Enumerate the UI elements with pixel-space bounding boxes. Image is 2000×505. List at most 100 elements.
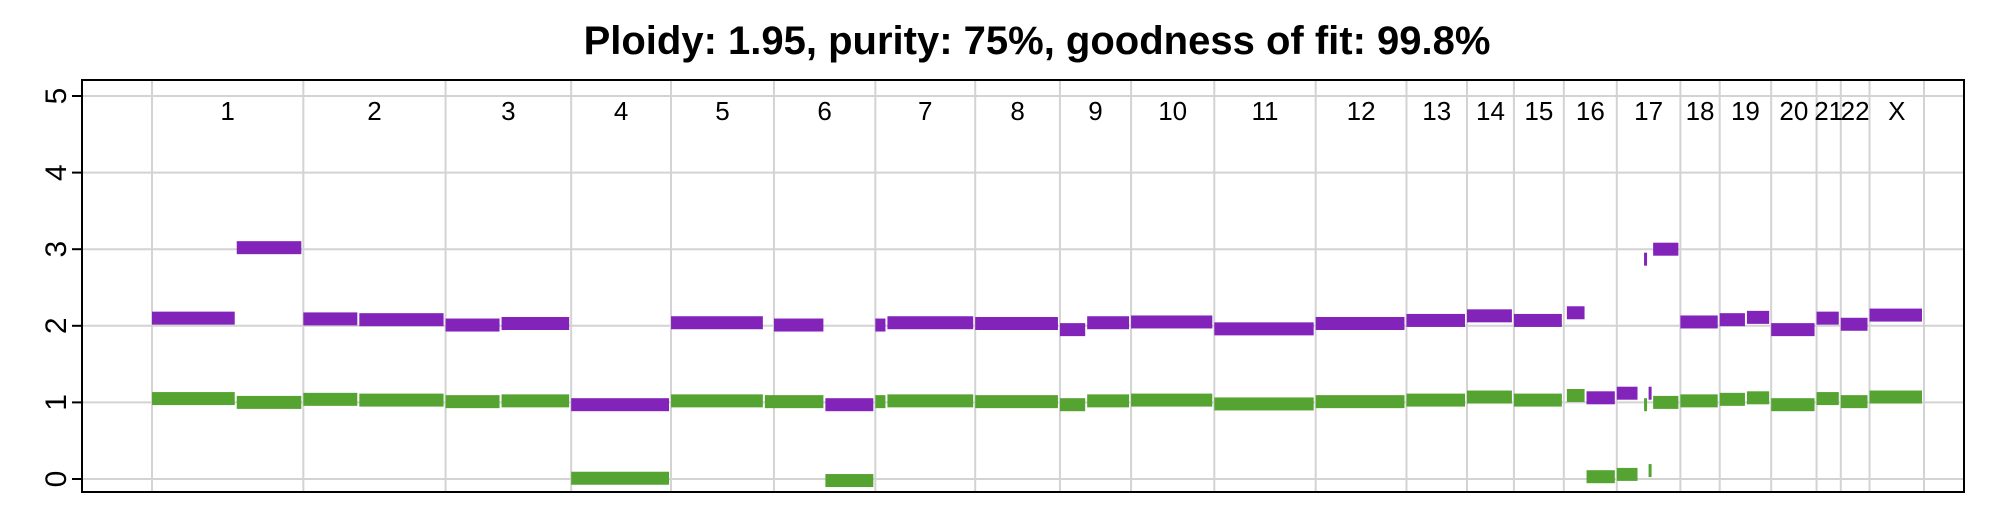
chromosome-label: 5 [715, 96, 729, 126]
minor-segment [445, 395, 500, 409]
minor-segment [825, 474, 874, 488]
chromosome-label: 2 [367, 96, 381, 126]
chromosome-label: 22 [1841, 96, 1870, 126]
major-segment [1680, 315, 1718, 329]
minor-segment [1816, 392, 1839, 406]
major-segment [445, 318, 500, 332]
minor-segment [1315, 395, 1405, 409]
chromosome-label: 1 [220, 96, 234, 126]
major-segment [1719, 313, 1745, 327]
grid-layer [82, 80, 1964, 492]
minor-segment [1513, 393, 1562, 407]
chromosome-label: 16 [1576, 96, 1605, 126]
minor-segment [152, 392, 235, 406]
chromosome-label: 7 [918, 96, 932, 126]
minor-segment [1840, 395, 1868, 409]
chromosome-label: 13 [1422, 96, 1451, 126]
minor-segment [303, 392, 358, 406]
major-segment [303, 312, 358, 326]
chromosome-label: 14 [1476, 96, 1505, 126]
minor-segment [359, 393, 444, 407]
major-segment [359, 313, 444, 327]
y-tick-label: 0 [40, 471, 73, 488]
plot-frame [81, 79, 1965, 493]
chromosome-label: 15 [1524, 96, 1553, 126]
chromosome-label: 6 [817, 96, 831, 126]
minor-segment [1869, 390, 1922, 404]
chromosome-label: 21 [1814, 96, 1843, 126]
major-segment [773, 318, 824, 332]
major-segment [1087, 316, 1130, 330]
major-segment [1513, 313, 1562, 327]
segment-layer [152, 241, 1922, 488]
minor-segment [1214, 397, 1314, 411]
chromosome-label: 17 [1634, 96, 1663, 126]
major-segment [1467, 309, 1512, 323]
minor-segment [887, 394, 974, 408]
chart-title: Ploidy: 1.95, purity: 75%, goodness of f… [584, 19, 1491, 63]
major-segment [1586, 391, 1615, 405]
major-segment [975, 317, 1058, 331]
major-segment [1566, 306, 1585, 320]
y-axis: 0 1 2 3 4 5 [40, 88, 82, 488]
minor-segment [1616, 467, 1638, 481]
major-segment [1315, 317, 1405, 331]
major-segment [571, 398, 670, 412]
major-segment [671, 316, 763, 330]
y-tick-label: 2 [40, 317, 73, 334]
minor-segment [1087, 394, 1130, 408]
y-tick-label: 3 [40, 241, 73, 258]
chromosome-label: X [1888, 96, 1905, 126]
minor-segment [1406, 393, 1466, 407]
chromosome-label: 10 [1158, 96, 1187, 126]
major-segment [1214, 322, 1314, 336]
major-segment [236, 241, 302, 255]
chromosome-label: 8 [1010, 96, 1024, 126]
chromosome-label: 3 [501, 96, 515, 126]
y-tick-label: 5 [40, 88, 73, 105]
minor-segment [501, 394, 570, 408]
major-segment [1059, 323, 1086, 337]
minor-segment [1467, 390, 1512, 404]
major-segment [501, 317, 570, 331]
major-segment [1816, 311, 1839, 325]
minor-segment [1746, 391, 1770, 405]
minor-segment [764, 395, 824, 409]
major-segment [1406, 313, 1466, 327]
major-segment [1131, 315, 1213, 329]
minor-segment [1648, 464, 1652, 478]
major-segment [825, 398, 874, 412]
major-segment [1869, 308, 1922, 322]
chromosome-label: 18 [1686, 96, 1715, 126]
minor-segment [975, 395, 1058, 409]
y-tick-label: 4 [40, 164, 73, 181]
minor-segment [1644, 398, 1648, 412]
minor-segment [1771, 398, 1815, 412]
y-tick-label: 1 [40, 394, 73, 411]
major-segment [1644, 252, 1648, 266]
minor-segment [1566, 389, 1585, 403]
chromosome-label: 4 [614, 96, 628, 126]
major-segment [887, 316, 974, 330]
chromosome-label: 9 [1088, 96, 1102, 126]
chromosome-label: 11 [1251, 96, 1278, 126]
chromosome-label: 20 [1779, 96, 1808, 126]
minor-segment [571, 471, 670, 485]
major-segment [1648, 386, 1652, 400]
minor-segment [1680, 394, 1718, 408]
major-segment [1616, 386, 1638, 400]
major-segment [1771, 323, 1815, 337]
major-segment [1746, 310, 1770, 324]
minor-segment [1719, 392, 1745, 406]
minor-segment [1586, 470, 1615, 484]
chromosome-label: 12 [1347, 96, 1376, 126]
minor-segment [1653, 395, 1679, 409]
minor-segment [875, 395, 886, 409]
minor-segment [671, 394, 763, 408]
major-segment [875, 318, 886, 332]
minor-segment [236, 395, 302, 409]
major-segment [1840, 317, 1868, 331]
